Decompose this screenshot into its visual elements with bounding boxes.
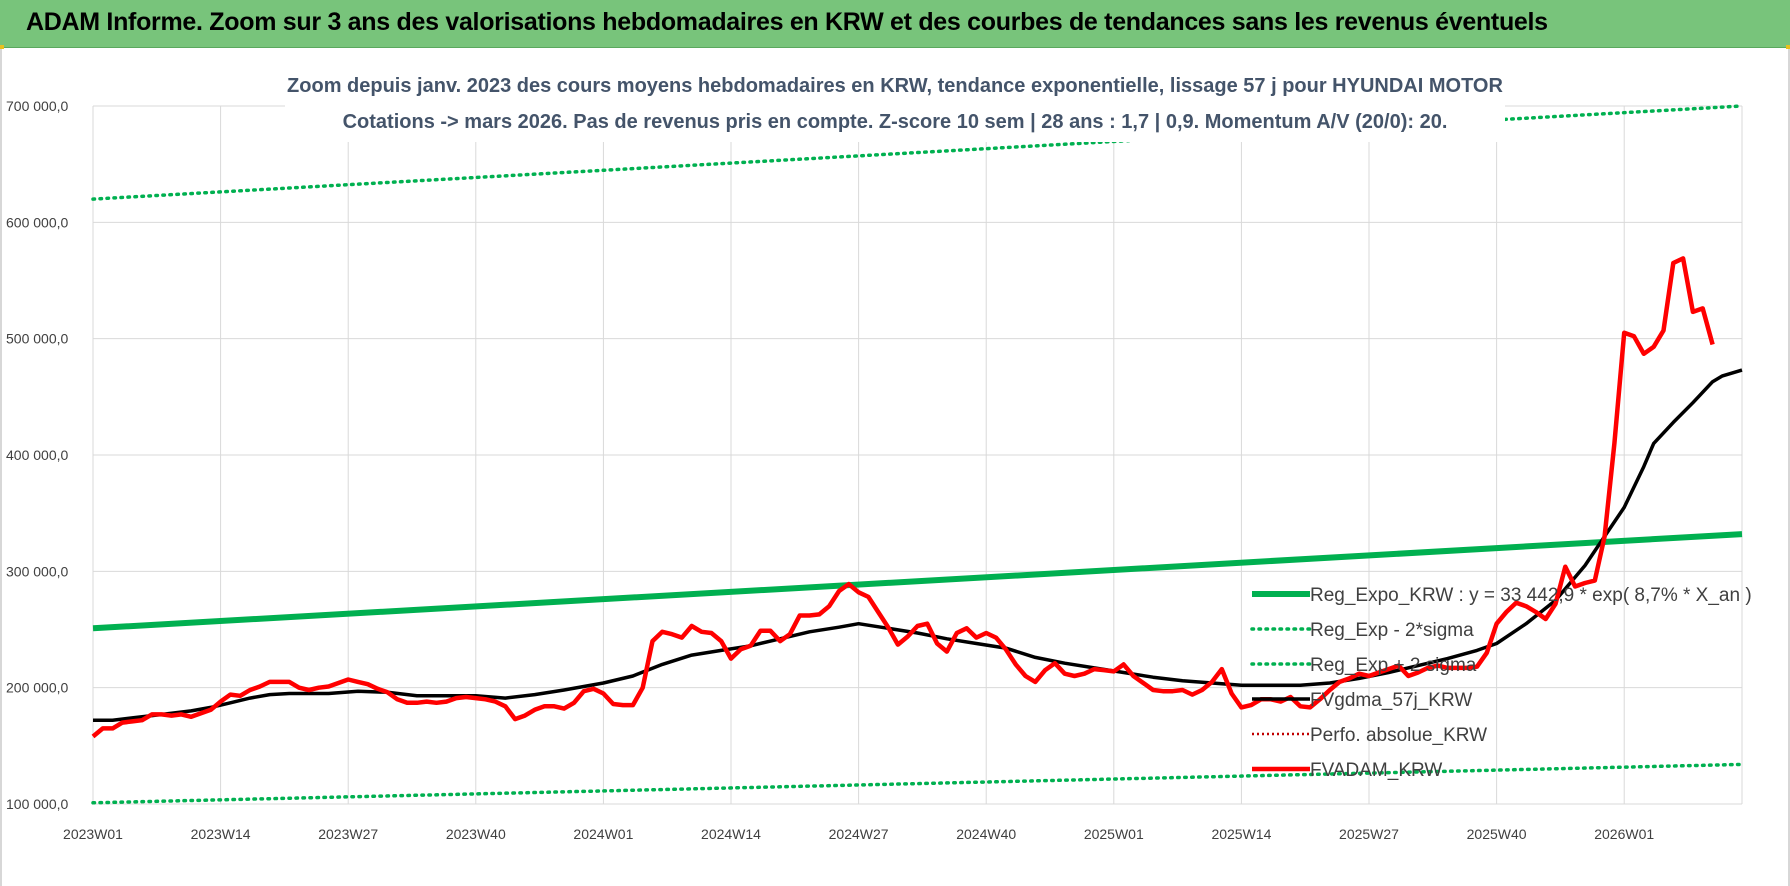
x-tick-label: 2023W14 — [191, 826, 251, 842]
x-tick-label: 2024W01 — [573, 826, 633, 842]
chart-title-line-1: Zoom depuis janv. 2023 des cours moyens … — [287, 75, 1503, 97]
x-axis-ticks: 2023W01 2023W14 2023W27 2023W40 2024W01 2024W… — [63, 826, 1654, 842]
legend-label-fvadam: FVADAM_KRW — [1310, 760, 1442, 781]
x-tick-label: 2024W40 — [956, 826, 1016, 842]
chart-title-background — [285, 60, 1505, 142]
x-tick-label: 2023W01 — [63, 826, 123, 842]
series-line-reg_plus — [91, 104, 1744, 201]
y-axis-ticks: 100 000,0 200 000,0 300 000,0 400 000,0 500 … — [6, 98, 68, 812]
report-banner: ADAM Informe. Zoom sur 3 ans des valoris… — [0, 0, 1790, 48]
x-tick-label: 2025W14 — [1211, 826, 1271, 842]
chart-legend: Reg_Expo_KRW : y = 33 442,9 * exp( 8,7% … — [1250, 585, 1752, 781]
series-line-reg_minus — [91, 762, 1744, 805]
y-tick-label: 500 000,0 — [6, 331, 68, 347]
frame-corner-handle-right — [1786, 45, 1790, 49]
chart-gridlines — [92, 105, 1743, 805]
y-tick-label: 400 000,0 — [6, 447, 68, 463]
x-tick-label: 2023W27 — [318, 826, 378, 842]
y-tick-label: 300 000,0 — [6, 563, 68, 579]
x-tick-label: 2026W01 — [1594, 826, 1654, 842]
chart-frame — [0, 47, 1790, 886]
legend-label-reg_expo: Reg_Expo_KRW : y = 33 442,9 * exp( 8,7% … — [1310, 585, 1752, 606]
y-tick-label: 600 000,0 — [6, 214, 68, 230]
series-line-fvadam — [91, 256, 1715, 739]
y-tick-label: 700 000,0 — [6, 98, 68, 114]
report-title: ADAM Informe. Zoom sur 3 ans des valoris… — [26, 8, 1548, 36]
frame-corner-handle-left — [0, 45, 4, 49]
x-tick-label: 2024W14 — [701, 826, 761, 842]
chart-series — [91, 104, 1744, 805]
series-line-reg_expo — [92, 531, 1743, 632]
legend-label-reg_minus: Reg_Exp - 2*sigma — [1310, 620, 1474, 641]
x-tick-label: 2023W40 — [446, 826, 506, 842]
x-tick-label: 2025W27 — [1339, 826, 1399, 842]
legend-label-fvgdma: FVgdma_57j_KRW — [1310, 690, 1472, 711]
legend-label-reg_plus: Reg_Exp + 2 sigma — [1310, 655, 1477, 676]
legend-label-perfo: Perfo. absolue_KRW — [1310, 725, 1487, 746]
chart-title-line-2: Cotations -> mars 2026. Pas de revenus p… — [343, 111, 1448, 133]
y-tick-label: 100 000,0 — [6, 796, 68, 812]
x-tick-label: 2025W01 — [1084, 826, 1144, 842]
y-tick-label: 200 000,0 — [6, 680, 68, 696]
x-tick-label: 2025W40 — [1467, 826, 1527, 842]
series-line-fvgdma — [93, 368, 1743, 722]
x-tick-label: 2024W27 — [829, 826, 889, 842]
